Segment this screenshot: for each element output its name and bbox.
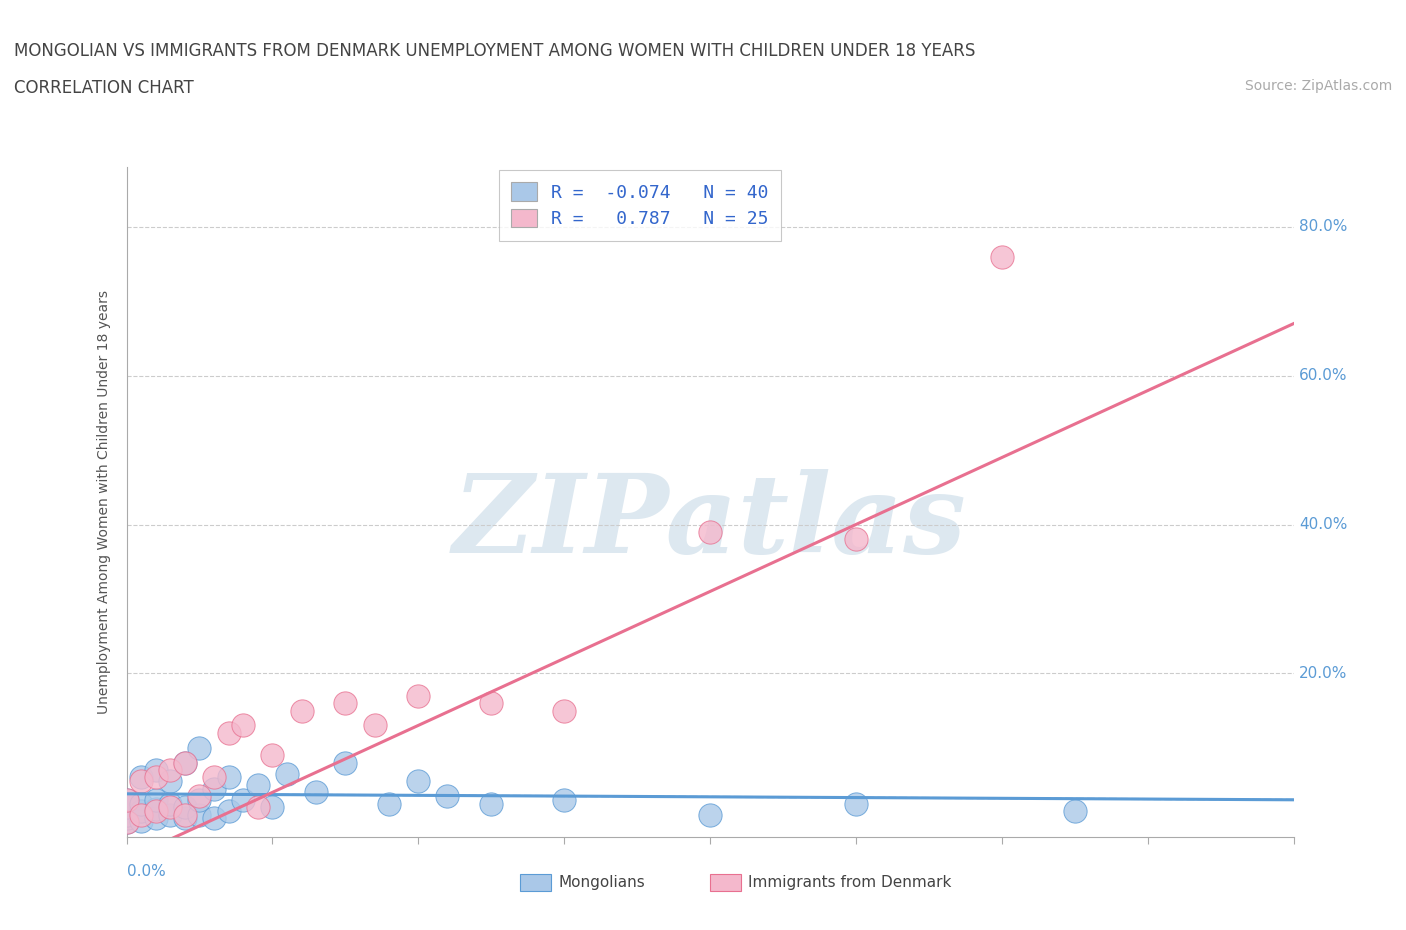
- Point: [699, 807, 721, 822]
- Point: [218, 804, 240, 818]
- Point: [232, 718, 254, 733]
- Point: [129, 813, 152, 828]
- Point: [115, 800, 138, 815]
- Point: [408, 774, 430, 789]
- Point: [129, 796, 152, 811]
- Point: [202, 781, 225, 796]
- Point: [845, 532, 868, 547]
- Text: Source: ZipAtlas.com: Source: ZipAtlas.com: [1244, 79, 1392, 93]
- Point: [188, 789, 211, 804]
- Point: [159, 807, 181, 822]
- Point: [290, 703, 312, 718]
- Point: [262, 748, 284, 763]
- Point: [553, 703, 575, 718]
- Point: [174, 755, 197, 770]
- Text: 80.0%: 80.0%: [1299, 219, 1348, 234]
- Point: [145, 811, 167, 826]
- Point: [115, 807, 138, 822]
- Point: [246, 777, 269, 792]
- Point: [335, 755, 357, 770]
- Point: [145, 802, 167, 817]
- Point: [436, 789, 458, 804]
- Text: MONGOLIAN VS IMMIGRANTS FROM DENMARK UNEMPLOYMENT AMONG WOMEN WITH CHILDREN UNDE: MONGOLIAN VS IMMIGRANTS FROM DENMARK UNE…: [14, 42, 976, 60]
- Text: ZIPatlas: ZIPatlas: [453, 469, 967, 576]
- Point: [129, 770, 152, 785]
- Text: 20.0%: 20.0%: [1299, 666, 1348, 681]
- Point: [115, 815, 138, 830]
- Point: [479, 696, 502, 711]
- Point: [159, 774, 181, 789]
- Point: [145, 770, 167, 785]
- Point: [188, 807, 211, 822]
- Point: [202, 811, 225, 826]
- Point: [363, 718, 385, 733]
- Point: [553, 792, 575, 807]
- Text: 60.0%: 60.0%: [1299, 368, 1348, 383]
- Point: [115, 792, 138, 807]
- Point: [699, 525, 721, 539]
- Point: [174, 800, 197, 815]
- Point: [188, 792, 211, 807]
- Point: [479, 796, 502, 811]
- Point: [115, 815, 138, 830]
- Point: [335, 696, 357, 711]
- Legend: R =  -0.074   N = 40, R =   0.787   N = 25: R = -0.074 N = 40, R = 0.787 N = 25: [499, 170, 782, 241]
- Point: [1063, 804, 1085, 818]
- Point: [990, 249, 1012, 264]
- Text: CORRELATION CHART: CORRELATION CHART: [14, 79, 194, 97]
- Point: [174, 755, 197, 770]
- Point: [145, 763, 167, 777]
- Point: [174, 807, 197, 822]
- Point: [262, 800, 284, 815]
- Point: [305, 785, 328, 800]
- Point: [129, 807, 152, 822]
- Point: [202, 770, 225, 785]
- Y-axis label: Unemployment Among Women with Children Under 18 years: Unemployment Among Women with Children U…: [97, 290, 111, 714]
- Point: [159, 800, 181, 815]
- Point: [174, 811, 197, 826]
- Point: [408, 688, 430, 703]
- Point: [845, 796, 868, 811]
- Point: [159, 763, 181, 777]
- Point: [145, 804, 167, 818]
- Text: 0.0%: 0.0%: [127, 864, 166, 879]
- Point: [218, 725, 240, 740]
- Text: 40.0%: 40.0%: [1299, 517, 1348, 532]
- Point: [129, 774, 152, 789]
- Point: [276, 766, 298, 781]
- Point: [218, 770, 240, 785]
- Text: Immigrants from Denmark: Immigrants from Denmark: [748, 875, 952, 890]
- Point: [159, 796, 181, 811]
- Point: [378, 796, 401, 811]
- Point: [129, 804, 152, 818]
- Point: [115, 792, 138, 807]
- Point: [115, 811, 138, 826]
- Point: [232, 792, 254, 807]
- Point: [188, 740, 211, 755]
- Point: [246, 800, 269, 815]
- Point: [145, 792, 167, 807]
- Text: Mongolians: Mongolians: [558, 875, 645, 890]
